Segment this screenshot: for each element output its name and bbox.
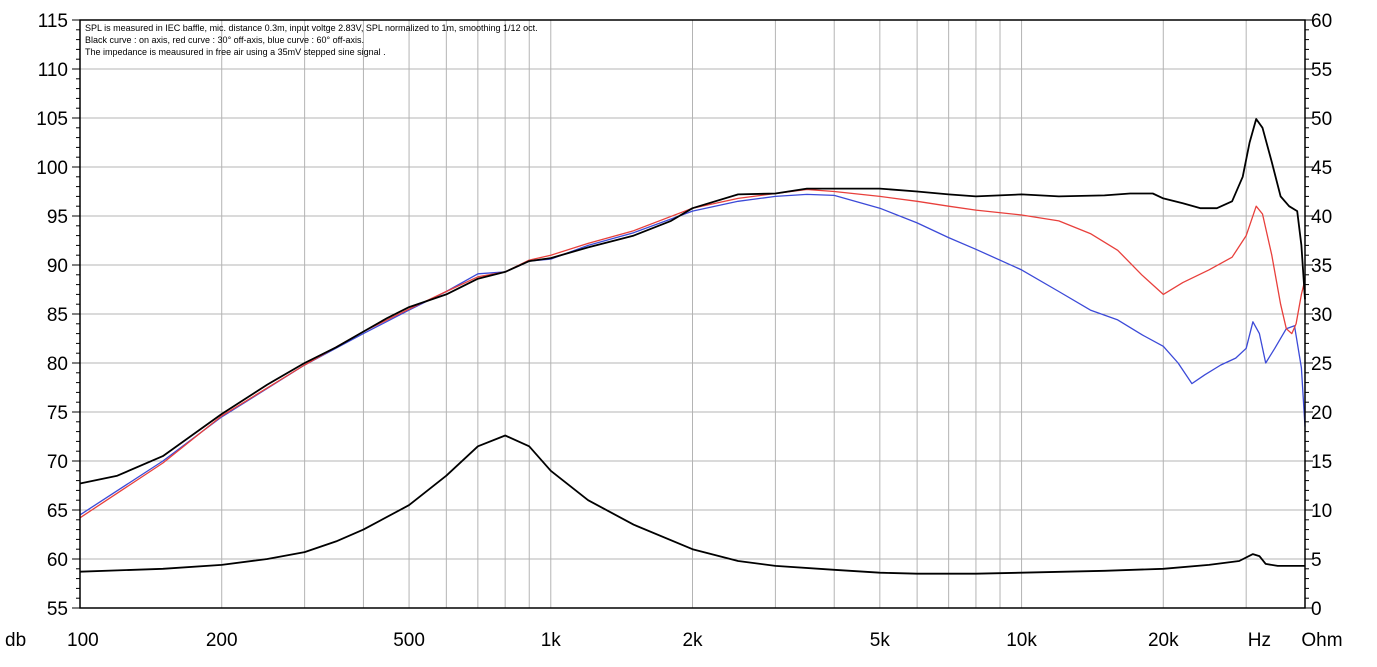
y-right-tick-label: 40 (1311, 207, 1332, 228)
impedance-curve (79, 434, 1305, 575)
y-right-tick-label: 55 (1311, 60, 1332, 81)
y-right-tick-label: 30 (1311, 305, 1332, 326)
x-tick-label: 20k (1148, 630, 1179, 651)
x-unit-label: Hz (1248, 630, 1271, 651)
y-right-unit-label: Ohm (1301, 630, 1342, 651)
y-left-tick-label: 75 (47, 403, 68, 424)
y-left-tick-label: 100 (36, 158, 68, 179)
y-left-tick-label: 85 (47, 305, 68, 326)
x-tick-label: 2k (682, 630, 703, 651)
y-left-tick-label: 60 (47, 550, 68, 571)
y-right-tick-label: 45 (1311, 158, 1332, 179)
x-tick-label: 1k (541, 630, 562, 651)
y-right-tick-label: 0 (1311, 599, 1322, 620)
annotation-block: SPL is measured in IEC baffle, mic. dist… (85, 23, 538, 57)
grid-lines (80, 20, 1305, 608)
annotation-line-1: SPL is measured in IEC baffle, mic. dist… (85, 23, 538, 33)
axis-labels: 55 60 65 70 75 80 85 90 95 100 105 110 115 0 5 10 15 20 25… (36, 11, 1332, 651)
curves (79, 118, 1306, 575)
y-left-tick-label: 65 (47, 501, 68, 522)
y-right-tick-label: 35 (1311, 256, 1332, 277)
y-right-tick-label: 20 (1311, 403, 1332, 424)
y-right-tick-label: 15 (1311, 452, 1332, 473)
annotation-line-3: The impedance is meausured in free air u… (85, 47, 386, 57)
off-axis-60-curve (79, 193, 1306, 516)
y-left-tick-label: 95 (47, 207, 68, 228)
off-axis-30-curve (79, 188, 1306, 519)
x-tick-label: 10k (1006, 630, 1037, 651)
y-left-tick-label: 70 (47, 452, 68, 473)
x-tick-label: 200 (206, 630, 238, 651)
axis-ticks (72, 19, 1313, 609)
y-left-unit-label: db (5, 630, 26, 651)
y-left-tick-label: 110 (38, 60, 68, 81)
y-right-tick-label: 60 (1311, 11, 1332, 32)
y-left-tick-label: 90 (47, 256, 68, 277)
y-right-tick-label: 25 (1311, 354, 1332, 375)
annotation-line-2: Black curve : on axis, red curve : 30° o… (85, 35, 364, 45)
y-left-tick-label: 80 (47, 354, 68, 375)
x-tick-label: 100 (67, 630, 99, 651)
y-left-tick-label: 115 (38, 11, 68, 32)
y-left-tick-label: 55 (47, 599, 68, 620)
on-axis-curve (79, 118, 1306, 485)
y-right-tick-label: 5 (1311, 550, 1322, 571)
y-left-tick-label: 105 (36, 109, 68, 130)
y-right-tick-label: 10 (1311, 501, 1332, 522)
y-right-tick-label: 50 (1311, 109, 1332, 130)
x-tick-label: 500 (393, 630, 425, 651)
x-tick-label: 5k (870, 630, 891, 651)
